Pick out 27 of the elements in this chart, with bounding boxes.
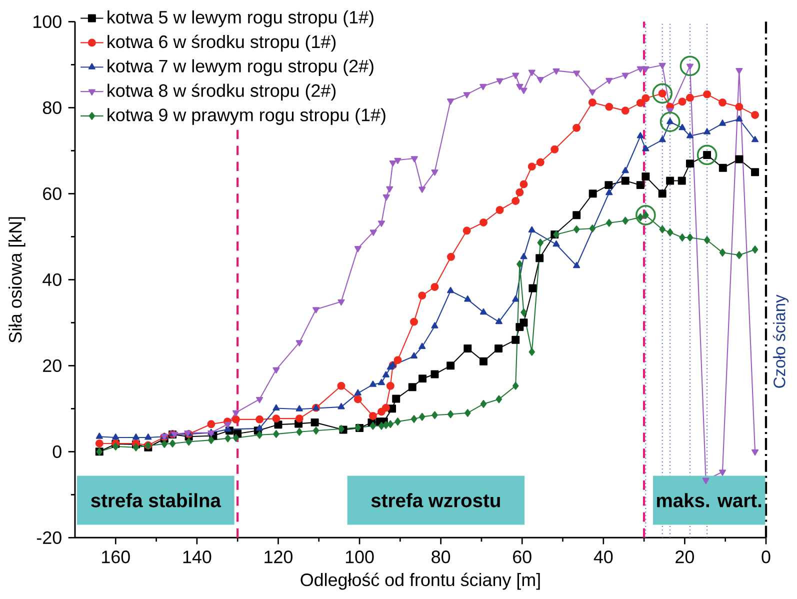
legend-label: kotwa 7 w lewym rogu stropu (2#) <box>108 59 374 76</box>
y-axis-title: Siła osiowa [kN] <box>8 217 26 343</box>
y-tick-label: 100 <box>34 15 62 28</box>
x-tick-label: 60 <box>513 550 532 564</box>
y-tick-label: 80 <box>42 101 62 114</box>
band-label: strefa wzrostu <box>371 493 500 508</box>
x-tick-label: 20 <box>676 550 694 564</box>
y-tick-label: -20 <box>36 531 62 544</box>
ref-line-label: Czoło ściany <box>772 294 789 388</box>
x-tick-label: 120 <box>264 550 292 564</box>
y-tick-label: 0 <box>52 445 62 458</box>
x-tick-label: 140 <box>183 550 212 564</box>
y-tick-label: 60 <box>43 187 62 200</box>
x-tick-label: 80 <box>432 550 450 564</box>
legend-label: kotwa 8 w środku stropu (2#) <box>108 84 336 101</box>
band-label: strefa stabilna <box>91 493 222 508</box>
x-axis-title: Odległość od frontu ściany [m] <box>300 572 540 590</box>
x-tick-label: 100 <box>346 550 374 564</box>
legend-label: kotwa 9 w prawym rogu stropu (1#) <box>108 108 386 125</box>
x-tick-label: 40 <box>594 550 613 564</box>
band-label: maks. wart. <box>657 493 762 508</box>
y-tick-label: 40 <box>42 273 62 286</box>
x-tick-label: 160 <box>102 550 130 564</box>
legend-label: kotwa 5 w lewym rogu stropu (1#) <box>108 10 374 28</box>
legend-label: kotwa 6 w środku stropu (1#) <box>108 34 336 52</box>
x-tick-label: 0 <box>762 550 770 564</box>
y-tick-label: 20 <box>43 359 62 372</box>
